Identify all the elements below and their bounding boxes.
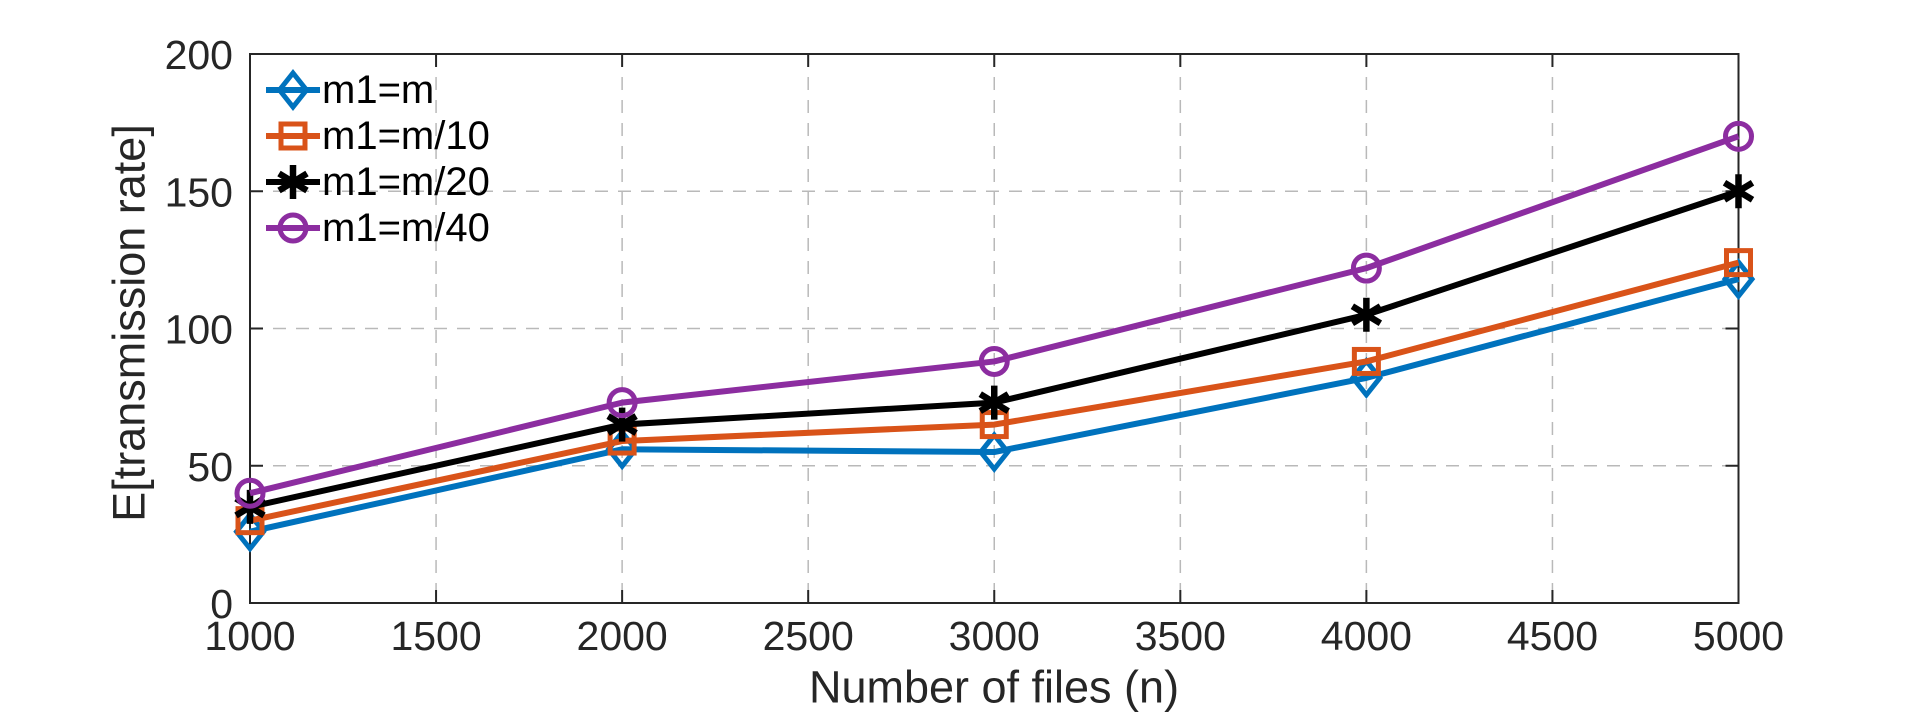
asterisk-marker-icon bbox=[978, 385, 1010, 420]
circle-marker-icon bbox=[277, 212, 309, 244]
x-tick-label: 2500 bbox=[763, 613, 854, 659]
y-axis-label: E[transmission rate] bbox=[103, 124, 155, 522]
legend-key-square-icon bbox=[266, 121, 320, 151]
x-tick-label: 3500 bbox=[1135, 613, 1226, 659]
y-tick-label: 150 bbox=[165, 169, 233, 215]
diamond-marker-icon bbox=[233, 510, 267, 553]
diamond-marker-icon bbox=[276, 68, 310, 112]
x-tick-label: 4000 bbox=[1321, 613, 1412, 659]
legend-label: m1=m bbox=[322, 68, 435, 112]
circle-marker-icon bbox=[1723, 120, 1754, 152]
y-tick-label: 0 bbox=[210, 581, 233, 627]
x-tick-label: 3000 bbox=[949, 613, 1040, 659]
x-axis-label: Number of files (n) bbox=[808, 661, 1180, 713]
x-tick-label: 4500 bbox=[1507, 613, 1598, 659]
x-tick-label: 1000 bbox=[204, 613, 295, 659]
x-tick-label: 5000 bbox=[1693, 613, 1784, 659]
x-tick-label: 2000 bbox=[577, 613, 668, 659]
asterisk-marker-icon bbox=[1722, 174, 1755, 209]
legend: m1=m m1=m/10 m1=m/20 m1=m/40 bbox=[266, 67, 490, 251]
legend-item-3: m1=m/20 bbox=[266, 159, 490, 205]
series-line bbox=[249, 133, 1740, 497]
diamond-marker-icon bbox=[977, 431, 1011, 474]
square-marker-icon bbox=[278, 121, 308, 151]
legend-item-4: m1=m/40 bbox=[266, 205, 490, 251]
asterisk-marker-icon bbox=[277, 165, 309, 199]
legend-key-diamond-icon bbox=[266, 68, 320, 112]
series-line bbox=[249, 276, 1740, 535]
legend-item-2: m1=m/10 bbox=[266, 113, 490, 159]
legend-key-asterisk-icon bbox=[266, 165, 320, 199]
series-3 bbox=[234, 174, 1755, 524]
series-2 bbox=[235, 248, 1753, 536]
legend-label: m1=m/10 bbox=[322, 114, 490, 158]
legend-item-1: m1=m bbox=[266, 67, 490, 113]
circle-marker-icon bbox=[1350, 252, 1382, 284]
y-tick-label: 50 bbox=[187, 444, 233, 490]
y-tick-label: 200 bbox=[165, 32, 233, 78]
series-line bbox=[249, 259, 1740, 524]
series-4 bbox=[234, 120, 1754, 509]
square-marker-icon bbox=[1724, 248, 1753, 278]
circle-marker-icon bbox=[234, 477, 266, 509]
circle-marker-icon bbox=[978, 345, 1010, 377]
legend-label: m1=m/40 bbox=[322, 206, 490, 250]
legend-label: m1=m/20 bbox=[322, 160, 490, 204]
legend-key-circle-icon bbox=[266, 212, 320, 244]
x-tick-label: 1500 bbox=[390, 613, 481, 659]
y-tick-label: 100 bbox=[165, 307, 233, 353]
square-marker-icon bbox=[1351, 346, 1381, 376]
asterisk-marker-icon bbox=[1350, 297, 1383, 332]
circle-marker-icon bbox=[606, 387, 638, 419]
